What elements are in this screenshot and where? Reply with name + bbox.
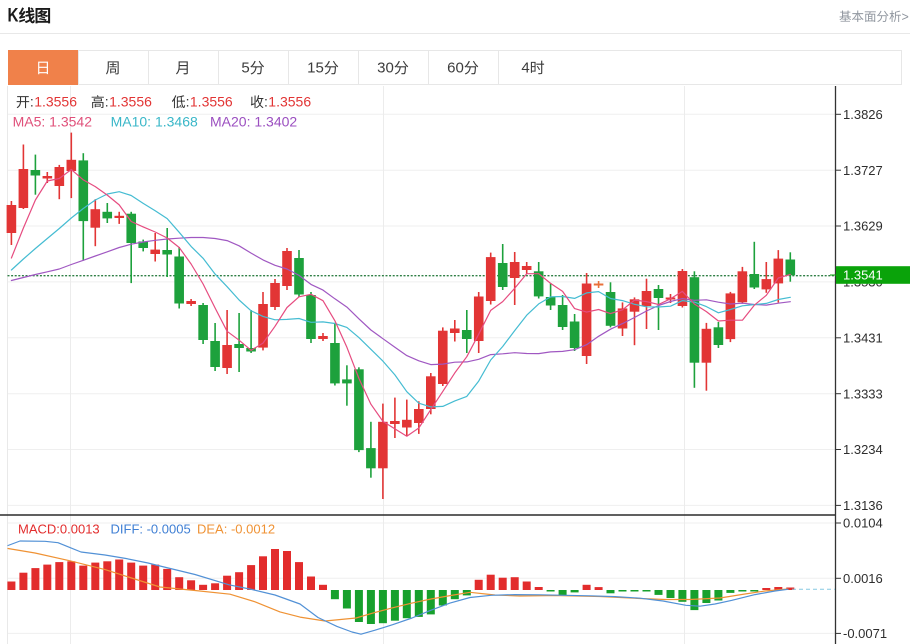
svg-text:MA5: 1.3542: MA5: 1.3542: [13, 113, 93, 129]
svg-text:-0.0071: -0.0071: [843, 626, 887, 641]
svg-text:5: 5: [241, 60, 249, 77]
svg-text:K: K: [8, 6, 19, 27]
svg-text:1.3556: 1.3556: [190, 94, 233, 110]
svg-text::: :: [30, 94, 34, 110]
svg-text:0.0016: 0.0016: [843, 571, 883, 586]
svg-text:1.3727: 1.3727: [843, 163, 883, 178]
svg-text::: :: [264, 94, 268, 110]
svg-text:1.3431: 1.3431: [843, 330, 883, 345]
svg-text:DIFF: -0.0005: DIFF: -0.0005: [111, 522, 191, 537]
svg-text:MA20: 1.3402: MA20: 1.3402: [210, 113, 297, 129]
svg-text:1.3556: 1.3556: [109, 94, 152, 110]
svg-text:>: >: [902, 10, 909, 24]
svg-text:60: 60: [447, 60, 464, 77]
svg-text::: :: [186, 94, 190, 110]
svg-text::: :: [105, 94, 109, 110]
svg-text:4: 4: [521, 60, 529, 77]
svg-text:MACD:0.0013: MACD:0.0013: [18, 522, 100, 537]
svg-text:MA10: 1.3468: MA10: 1.3468: [111, 113, 198, 129]
svg-text:15: 15: [307, 60, 324, 77]
svg-text:1.3629: 1.3629: [843, 219, 883, 234]
svg-text:0.0104: 0.0104: [843, 516, 883, 531]
svg-text:1.3826: 1.3826: [843, 107, 883, 122]
svg-text:1.3541: 1.3541: [843, 268, 883, 283]
svg-text:DEA: -0.0012: DEA: -0.0012: [197, 522, 275, 537]
svg-text:1.3333: 1.3333: [843, 386, 883, 401]
svg-text:1.3136: 1.3136: [843, 498, 883, 513]
svg-text:30: 30: [377, 60, 394, 77]
svg-text:1.3556: 1.3556: [34, 94, 77, 110]
svg-text:1.3234: 1.3234: [843, 442, 883, 457]
svg-text:1.3556: 1.3556: [268, 94, 311, 110]
